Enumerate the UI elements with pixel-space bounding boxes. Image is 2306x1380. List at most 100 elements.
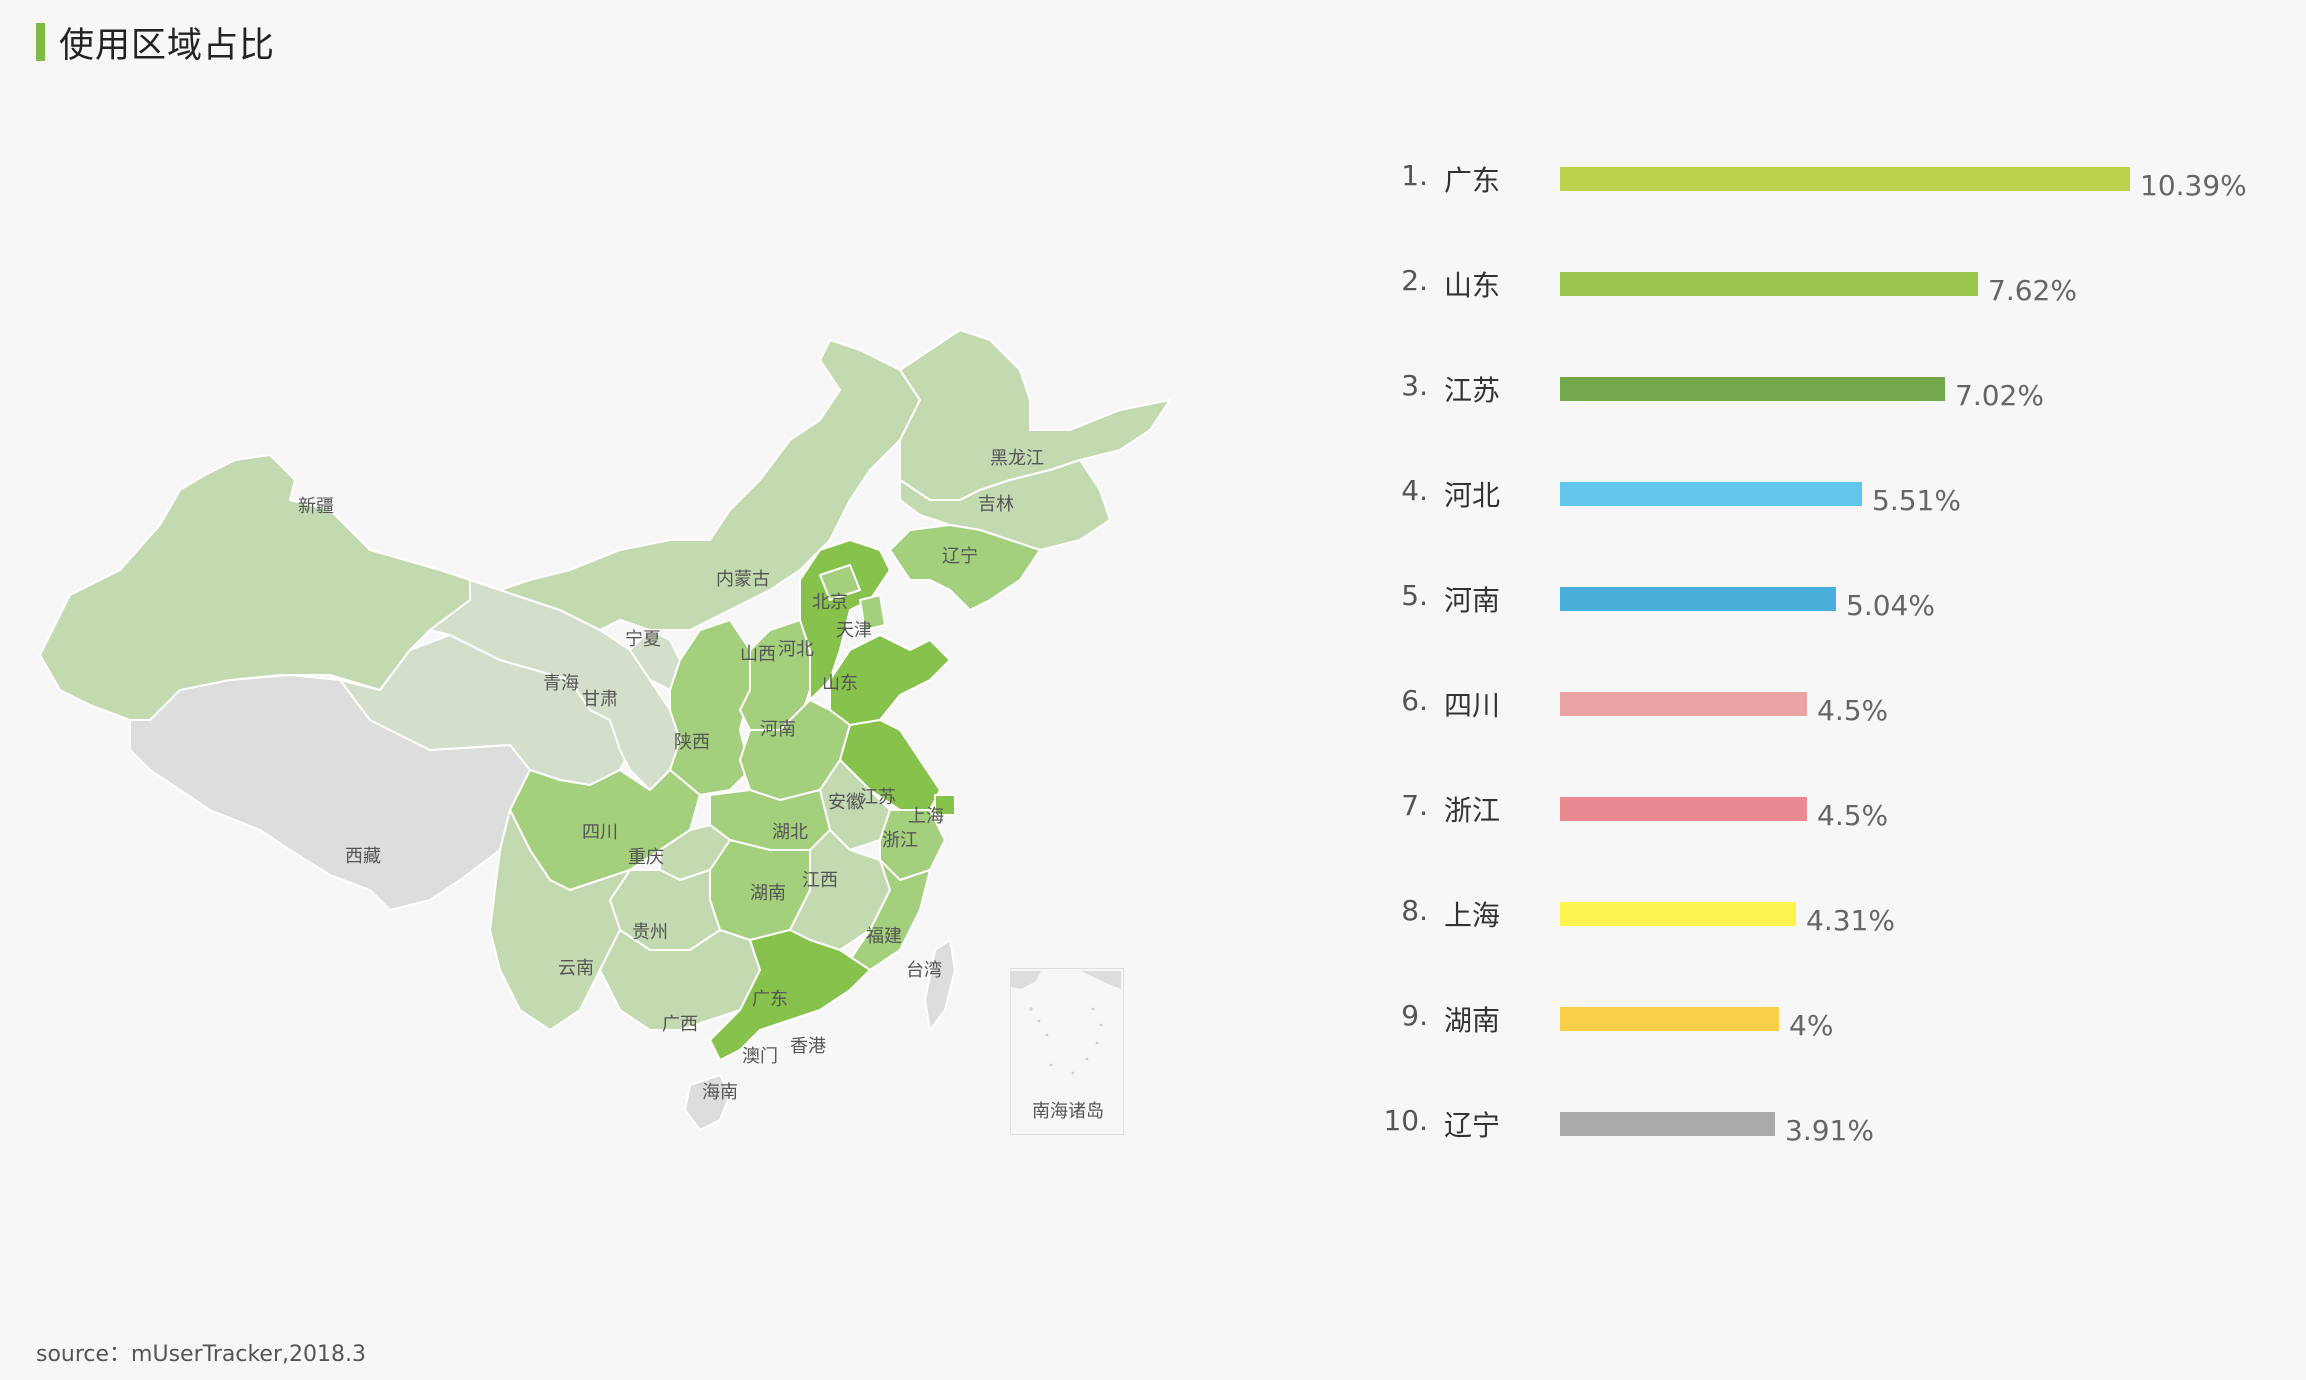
label-tianjin: 天津 [836,620,872,641]
rank-value-label: 4% [1789,1009,1834,1042]
region-xizang[interactable] [129,674,531,911]
rank-number: 5. [1401,579,1428,612]
ranking-bar-chart: 1. 广东 10.39% 2. 山东 7.62% 3. 江苏 7.02% 4. 河北 5.51% 5. 河… [1360,145,2260,1147]
rank-value-label: 10.39% [2140,169,2247,202]
rank-number: 7. [1401,789,1428,822]
rank-value-label: 3.91% [1785,1114,1874,1147]
rank-row: 1. 广东 10.39% [1360,145,2260,205]
label-xianggang: 香港 [790,1036,826,1057]
label-gansu: 甘肃 [582,689,618,710]
region-shanghai[interactable] [934,794,956,816]
rank-number: 4. [1401,474,1428,507]
inset-islands-svg [1011,971,1121,1075]
rank-category-label: 江苏 [1444,374,1501,407]
rank-number: 1. [1401,159,1428,192]
rank-row: 4. 河北 5.51% [1360,460,2260,520]
rank-number: 6. [1401,684,1428,717]
label-jilin: 吉林 [978,494,1014,515]
title-group: 使用区域占比 [36,20,275,66]
rank-row: 7. 浙江 4.5% [1360,775,2260,835]
rank-category-label: 湖南 [1444,1004,1501,1037]
region-taiwan[interactable] [924,939,956,1031]
rank-value-label: 7.62% [1988,274,2077,307]
label-qinghai: 青海 [543,673,579,694]
label-hebei: 河北 [778,639,814,660]
label-chongqing: 重庆 [628,847,664,868]
rank-category-label: 辽宁 [1444,1109,1501,1142]
label-neimenggu: 内蒙古 [716,569,770,590]
rank-number: 9. [1401,999,1428,1032]
label-anhui: 安徽 [828,792,864,813]
rank-category-label: 四川 [1444,689,1501,722]
rank-row: 3. 江苏 7.02% [1360,355,2260,415]
rank-value-label: 4.31% [1806,904,1895,937]
rank-row: 2. 山东 7.62% [1360,250,2260,310]
label-guizhou: 贵州 [632,922,668,943]
province-labels: 新疆 西藏 青海 甘肃 内蒙古 宁夏 黑龙江 吉林 辽宁 北京 天津 河北 山西… [298,448,1044,1103]
region-tianjin[interactable] [859,594,886,631]
rank-value-label: 4.5% [1817,694,1889,727]
rank-number: 3. [1401,369,1428,402]
rank-number: 2. [1401,264,1428,297]
region-beijing[interactable] [819,564,861,601]
rank-category-label: 河北 [1444,479,1501,512]
rank-category-label: 广东 [1444,164,1501,197]
label-hubei: 湖北 [772,822,808,843]
label-fujian: 福建 [866,926,902,947]
south-china-sea-inset [1010,968,1124,1135]
region-jilin[interactable] [899,459,1111,551]
rank-bar [1560,902,1796,926]
rank-bar [1560,272,1978,296]
label-xizang: 西藏 [345,846,381,867]
rank-category-label: 上海 [1444,899,1501,932]
label-guangdong: 广东 [752,989,788,1010]
label-beijing: 北京 [812,592,848,613]
label-shandong: 山东 [822,673,858,694]
label-yunnan: 云南 [558,958,594,979]
rank-row: 6. 四川 4.5% [1360,670,2260,730]
rank-bar [1560,1112,1775,1136]
rank-value-label: 4.5% [1817,799,1889,832]
source-note: source：mUserTracker,2018.3 [36,1342,366,1367]
rank-number: 10. [1383,1104,1428,1137]
rank-number: 8. [1401,894,1428,927]
rank-bar [1560,587,1836,611]
label-henan: 河南 [760,719,796,740]
china-map: 新疆 西藏 青海 甘肃 内蒙古 宁夏 黑龙江 吉林 辽宁 北京 天津 河北 山西… [30,250,1190,1150]
label-zhejiang: 浙江 [882,830,918,851]
title-accent-bar [36,23,45,61]
region-guangdong[interactable] [709,929,871,1061]
rank-bar [1560,1007,1779,1031]
rank-category-label: 山东 [1444,269,1501,302]
label-xinjiang: 新疆 [298,496,334,517]
label-sichuan: 四川 [582,822,618,843]
rank-row: 10. 辽宁 3.91% [1360,1090,2260,1150]
region-hainan[interactable] [684,1074,731,1131]
region-liaoning[interactable] [889,524,1041,611]
rank-bar [1560,167,2130,191]
region-yunnan[interactable] [489,809,631,1031]
inset-label: 南海诸岛 [1032,1101,1104,1122]
rank-row: 9. 湖南 4% [1360,985,2260,1045]
label-hunan: 湖南 [750,883,786,904]
label-liaoning: 辽宁 [942,546,978,567]
rank-category-label: 浙江 [1444,794,1501,827]
rank-category-label: 河南 [1444,584,1501,617]
label-taiwan: 台湾 [906,960,942,981]
region-shaanxi[interactable] [669,619,751,796]
rank-bar [1560,797,1807,821]
rank-bar [1560,377,1945,401]
label-ningxia: 宁夏 [625,629,661,650]
label-shanghai: 上海 [908,806,944,827]
rank-row: 5. 河南 5.04% [1360,565,2260,625]
rank-row: 8. 上海 4.31% [1360,880,2260,940]
label-aomen: 澳门 [742,1046,778,1067]
label-shaanxi: 陕西 [674,732,710,753]
rank-value-label: 7.02% [1955,379,2044,412]
region-fujian[interactable] [849,859,931,971]
page-title: 使用区域占比 [59,25,276,66]
rank-value-label: 5.51% [1872,484,1961,517]
rank-value-label: 5.04% [1846,589,1935,622]
china-map-svg: 新疆 西藏 青海 甘肃 内蒙古 宁夏 黑龙江 吉林 辽宁 北京 天津 河北 山西… [39,329,1171,1131]
rank-bar [1560,692,1807,716]
